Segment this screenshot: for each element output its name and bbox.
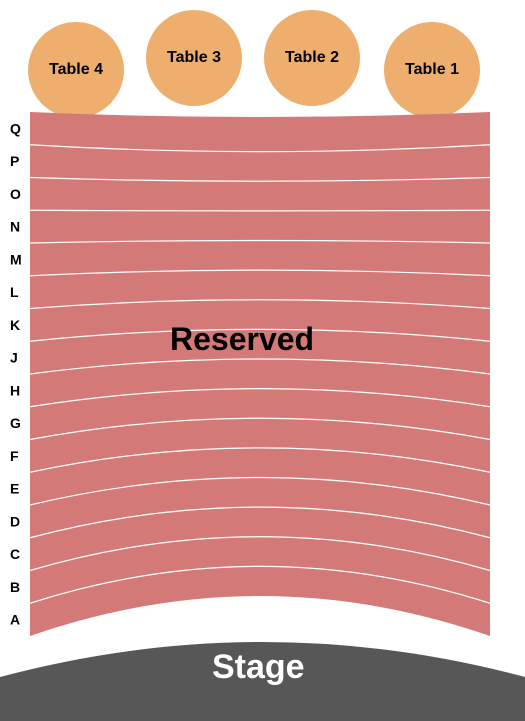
row-label-F: F bbox=[10, 448, 19, 464]
stage-section bbox=[0, 642, 525, 721]
row-label-C: C bbox=[10, 546, 20, 562]
row-label-D: D bbox=[10, 513, 20, 529]
row-label-G: G bbox=[10, 415, 21, 431]
row-label-A: A bbox=[10, 612, 20, 628]
row-label-L: L bbox=[10, 284, 19, 300]
row-label-B: B bbox=[10, 579, 20, 595]
row-label-H: H bbox=[10, 382, 20, 398]
row-label-O: O bbox=[10, 186, 21, 202]
row-label-M: M bbox=[10, 251, 22, 267]
row-label-K: K bbox=[10, 317, 20, 333]
row-label-N: N bbox=[10, 219, 20, 235]
seating-chart-svg: Q P O NM L K JH G F ED C B A bbox=[0, 0, 525, 721]
row-divider bbox=[30, 210, 490, 211]
row-label-Q: Q bbox=[10, 120, 21, 136]
row-label-E: E bbox=[10, 481, 19, 497]
row-label-P: P bbox=[10, 153, 19, 169]
row-label-J: J bbox=[10, 350, 18, 366]
reserved-section[interactable] bbox=[30, 112, 490, 636]
